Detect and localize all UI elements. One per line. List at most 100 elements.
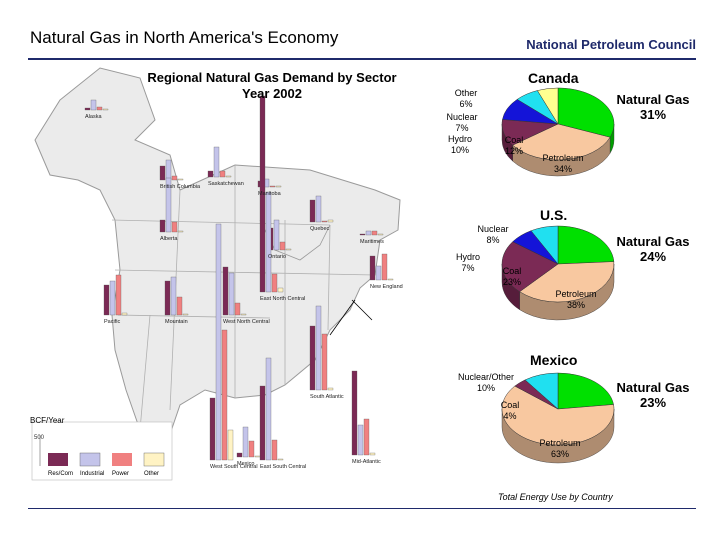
bar-alaska-industrial	[90, 99, 97, 111]
bar-south-atlantic-industrial	[315, 305, 322, 391]
mexico-coal-value: 4%	[503, 411, 517, 421]
us-hydro-name: Hydro	[455, 252, 480, 262]
region-label-south-atlantic: South Atlantic	[310, 394, 344, 400]
us-coal-name: Coal	[502, 266, 522, 276]
pie-label-us-petroleum: Petroleum 38%	[550, 289, 602, 311]
pie-label-us-natural-gas: Natural Gas 24%	[605, 234, 701, 264]
region-label-pacific: Pacific	[104, 319, 120, 325]
pie-slice-nuclear	[530, 225, 559, 265]
region-label-ontario: Ontario	[268, 254, 286, 260]
bar-maritimes-power	[371, 230, 378, 236]
region-label-saskatchewan: Saskatchewan	[208, 181, 244, 187]
us-gas-value: 24%	[639, 249, 667, 264]
pies-caption: Total Energy Use by Country	[498, 492, 613, 502]
region-label-east-south-central: East South Central	[260, 464, 306, 470]
bar-british-columbia-industrial	[165, 159, 172, 181]
bar-new-england-industrial	[375, 265, 382, 281]
bar-east-north-central-power	[271, 273, 278, 293]
map-chart-title: Regional Natural Gas Demand by Sector Ye…	[112, 70, 432, 102]
pie-label-mexico-nuclear-other: Nuclear/Other 10%	[452, 372, 520, 394]
us-coal-value: 23%	[502, 277, 521, 287]
bar-saskatchewan-res-com	[207, 170, 214, 178]
pie-slice-natural-gas	[557, 87, 615, 138]
region-label-mexico: Mexico	[237, 461, 254, 467]
bar-manitoba-other	[275, 185, 282, 188]
canada-petroleum-name: Petroleum	[542, 153, 584, 163]
legend-swatch-res-com	[48, 453, 68, 466]
bar-british-columbia-power	[171, 175, 178, 181]
us-petroleum-name: Petroleum	[555, 289, 597, 299]
pie-chart-canada	[501, 87, 615, 177]
canada-petroleum-value: 34%	[553, 164, 572, 174]
bar-new-england-res-com	[369, 255, 376, 281]
bar-mid-atlantic-power	[363, 418, 370, 456]
pie-label-us-coal: Coal 23%	[498, 266, 526, 288]
pie-label-mexico-coal: Coal 4%	[496, 400, 524, 422]
region-label-maritimes: Maritimes	[360, 239, 384, 245]
region-label-mountain: Mountain	[165, 319, 188, 325]
us-nuclear-value: 8%	[486, 235, 500, 245]
pie-title-mexico: Mexico	[530, 352, 578, 368]
pie-label-canada-petroleum: Petroleum 34%	[537, 153, 589, 175]
pie-chart-mexico	[501, 372, 615, 464]
mexico-petroleum-name: Petroleum	[539, 438, 581, 448]
bar-mid-atlantic-res-com	[351, 370, 358, 456]
region-label-mid-atlantic: Mid-Atlantic	[352, 459, 381, 465]
bar-pacific-res-com	[103, 284, 110, 316]
bar-mexico-power	[248, 440, 255, 458]
bar-alberta-industrial	[165, 177, 172, 233]
map-title-line1: Regional Natural Gas Demand by Sector	[147, 70, 397, 85]
pie-slice-coal	[501, 241, 559, 293]
region-label-east-north-central: East North Central	[260, 296, 305, 302]
bar-ontario-power	[279, 241, 286, 251]
bar-saskatchewan-other	[225, 175, 232, 178]
pie-slice-other	[536, 87, 559, 125]
canada-other-name: Other	[454, 88, 478, 98]
bar-pacific-industrial	[109, 280, 116, 316]
pie-chart-us	[501, 225, 615, 321]
bar-british-columbia-other	[177, 178, 184, 181]
canada-coal-name: Coal	[504, 135, 524, 145]
bar-quebec-industrial	[315, 195, 322, 223]
canada-hydro-value: 10%	[450, 145, 469, 155]
legend-label-industrial: Industrial	[80, 471, 104, 477]
pie-label-us-nuclear: Nuclear 8%	[470, 224, 516, 246]
bar-south-atlantic-res-com	[309, 325, 316, 391]
bar-quebec-res-com	[309, 199, 316, 223]
header-divider	[28, 58, 696, 60]
pie-label-mexico-petroleum: Petroleum 63%	[534, 438, 586, 460]
us-gas-name: Natural Gas	[616, 234, 690, 249]
bar-east-south-central-power	[271, 439, 278, 461]
us-nuclear-name: Nuclear	[477, 224, 509, 234]
pie-label-canada-nuclear: Nuclear 7%	[440, 112, 484, 134]
canada-gas-name: Natural Gas	[616, 92, 690, 107]
bar-maritimes-industrial	[365, 230, 372, 236]
legend-swatch-industrial	[79, 452, 101, 467]
bar-mexico-res-com	[236, 452, 243, 458]
map-legend: 500 Res/Com Industrial Power Other	[31, 421, 173, 481]
region-label-alberta: Alberta	[160, 236, 178, 242]
scale-tick-label: 500	[34, 435, 45, 441]
bar-saskatchewan-power	[219, 170, 226, 178]
canada-hydro-name: Hydro	[447, 134, 472, 144]
pie-slice-petroleum	[519, 261, 615, 303]
mexico-coal-name: Coal	[500, 400, 520, 410]
bar-quebec-other	[327, 219, 334, 223]
map-title-line2: Year 2002	[241, 86, 302, 101]
pie-title-us: U.S.	[540, 207, 568, 223]
region-label-west-south-central: West South Central	[210, 464, 258, 470]
legend-swatch-other	[143, 452, 165, 467]
bar-manitoba-power	[269, 185, 276, 188]
pie-label-us-hydro: Hydro 7%	[450, 252, 486, 274]
pie-label-canada-coal: Coal 12%	[500, 135, 528, 157]
mexico-gas-name: Natural Gas	[616, 380, 690, 395]
bar-mountain-industrial	[170, 276, 177, 316]
bar-east-south-central-res-com	[259, 385, 266, 461]
bar-pacific-power	[115, 274, 122, 316]
bar-alaska-power	[96, 106, 103, 111]
bar-mountain-other	[182, 313, 189, 316]
bar-mexico-industrial	[242, 426, 249, 458]
bar-quebec-power	[321, 220, 328, 223]
bar-east-north-central-other	[277, 287, 284, 293]
region-label-new-england: New England	[370, 284, 403, 290]
